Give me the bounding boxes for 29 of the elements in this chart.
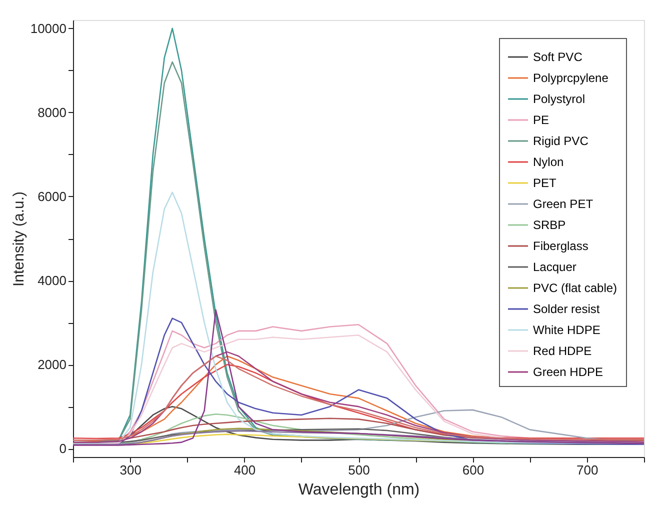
- legend-label: Green PET: [533, 197, 594, 211]
- legend-label: Fiberglass: [533, 239, 588, 253]
- legend-label: Solder resist: [533, 302, 600, 316]
- y-tick-label: 10000: [30, 20, 66, 36]
- legend-label: SRBP: [533, 218, 566, 232]
- x-tick-label: 400: [234, 462, 256, 478]
- legend-label: Green HDPE: [533, 365, 604, 379]
- legend-label: PE: [533, 113, 550, 127]
- legend-label: PET: [533, 176, 558, 190]
- y-tick-label: 4000: [38, 273, 66, 288]
- y-tick-label: 0: [59, 441, 66, 456]
- x-tick-label: 500: [348, 462, 370, 478]
- y-tick-label: 8000: [38, 104, 66, 120]
- legend-label: Red HDPE: [533, 344, 592, 358]
- legend-label: Nylon: [533, 155, 564, 169]
- x-tick-label: 700: [576, 462, 598, 478]
- legend-label: PVC (flat cable): [533, 281, 618, 295]
- legend-label: Soft PVC: [533, 50, 583, 64]
- legend-label: White HDPE: [533, 323, 600, 337]
- x-axis-title: Wavelength (nm): [298, 482, 420, 498]
- y-tick-label: 6000: [38, 188, 66, 204]
- x-tick-label: 300: [120, 462, 142, 478]
- x-tick-label: 600: [462, 462, 484, 478]
- legend-label: Rigid PVC: [533, 134, 589, 148]
- legend-label: Polystyrol: [533, 92, 586, 106]
- legend-label: Lacquer: [533, 260, 576, 274]
- legend-label: Polyprcpylene: [533, 71, 609, 85]
- y-tick-label: 2000: [38, 357, 66, 372]
- y-axis-title: Intensity (a.u.): [10, 191, 28, 287]
